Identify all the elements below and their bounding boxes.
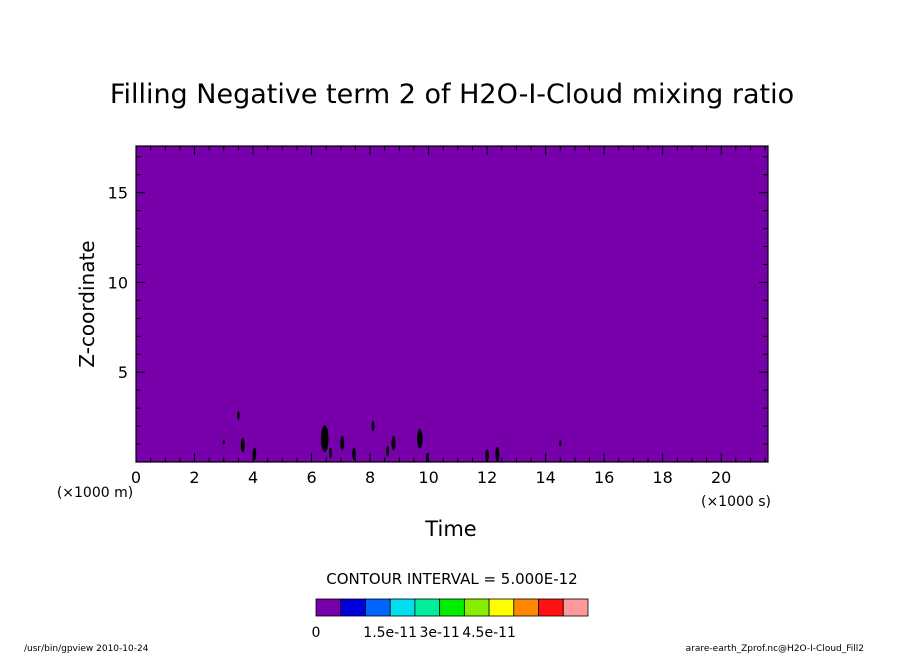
contour-feature xyxy=(252,447,257,461)
colorbar-swatch xyxy=(538,598,564,617)
colorbar-swatch xyxy=(562,598,589,617)
y-axis-label: Z-coordinate xyxy=(75,240,99,367)
colorbar-swatch xyxy=(340,598,366,617)
colorbar-swatch xyxy=(513,598,539,617)
x-tick-label: 12 xyxy=(477,468,497,487)
colorbar-label: 3e-11 xyxy=(419,625,459,641)
colorbar-swatch xyxy=(315,598,342,617)
x-tick-label: 20 xyxy=(711,468,731,487)
y-axis: 5 10 15 xyxy=(108,156,768,463)
contour-feature xyxy=(417,428,423,449)
x-tick-label: 0 xyxy=(131,468,141,487)
x-axis-label: Time xyxy=(424,517,476,541)
colorbar-swatch xyxy=(389,598,416,617)
contour-feature xyxy=(237,410,240,420)
x-tick-label: 18 xyxy=(652,468,672,487)
colorbar-swatch xyxy=(365,598,391,617)
heatmap-field xyxy=(136,146,768,462)
plot-area xyxy=(135,145,769,463)
contour-feature xyxy=(320,425,329,453)
y-axis-unit: (×1000 m) xyxy=(57,485,133,501)
plot-frame xyxy=(135,145,769,463)
x-tick-label: 16 xyxy=(594,468,614,487)
contour-feature xyxy=(371,420,375,432)
x-tick-label: 6 xyxy=(306,468,316,487)
contour-feature xyxy=(329,447,333,459)
colorbar-swatch xyxy=(488,598,515,617)
x-tick-label: 10 xyxy=(418,468,438,487)
colorbar-swatch xyxy=(439,598,465,617)
contour-feature xyxy=(352,447,356,461)
contour-feature xyxy=(495,446,500,462)
x-tick-label: 8 xyxy=(365,468,375,487)
y-tick-label: 10 xyxy=(108,273,128,292)
footer-right: arare-earth_Zprof.nc@H2O-I-Cloud_Fill2 xyxy=(686,644,864,654)
contour-feature xyxy=(240,437,245,453)
x-axis-unit: (×1000 s) xyxy=(701,494,771,510)
y-tick-label: 15 xyxy=(108,184,128,203)
chart-title: Filling Negative term 2 of H2O-I-Cloud m… xyxy=(110,79,794,110)
x-axis: 0 2 4 6 8 10 12 14 16 18 20 xyxy=(131,146,766,487)
x-tick-label: 14 xyxy=(535,468,555,487)
colorbar-label: 0 xyxy=(312,625,321,641)
x-tick-label: 2 xyxy=(189,468,199,487)
colorbar-label: 4.5e-11 xyxy=(462,625,516,641)
y-tick-label: 5 xyxy=(118,363,128,382)
x-tick-label: 4 xyxy=(248,468,258,487)
colorbar-swatch xyxy=(414,598,441,617)
colorbar-swatch xyxy=(463,598,490,617)
colorbar-label: 1.5e-11 xyxy=(363,625,417,641)
contour-feature xyxy=(222,440,225,445)
contour-feature xyxy=(386,445,390,457)
contour-feature xyxy=(340,435,345,451)
footer-left: /usr/bin/gpview 2010-10-24 xyxy=(24,644,149,654)
contour-interval-text: CONTOUR INTERVAL = 5.000E-12 xyxy=(326,570,577,588)
colorbar: 0 1.5e-11 3e-11 4.5e-11 xyxy=(312,598,589,641)
contour-feature xyxy=(559,440,562,447)
contour-feature xyxy=(425,453,429,462)
contour-feature xyxy=(391,435,396,451)
